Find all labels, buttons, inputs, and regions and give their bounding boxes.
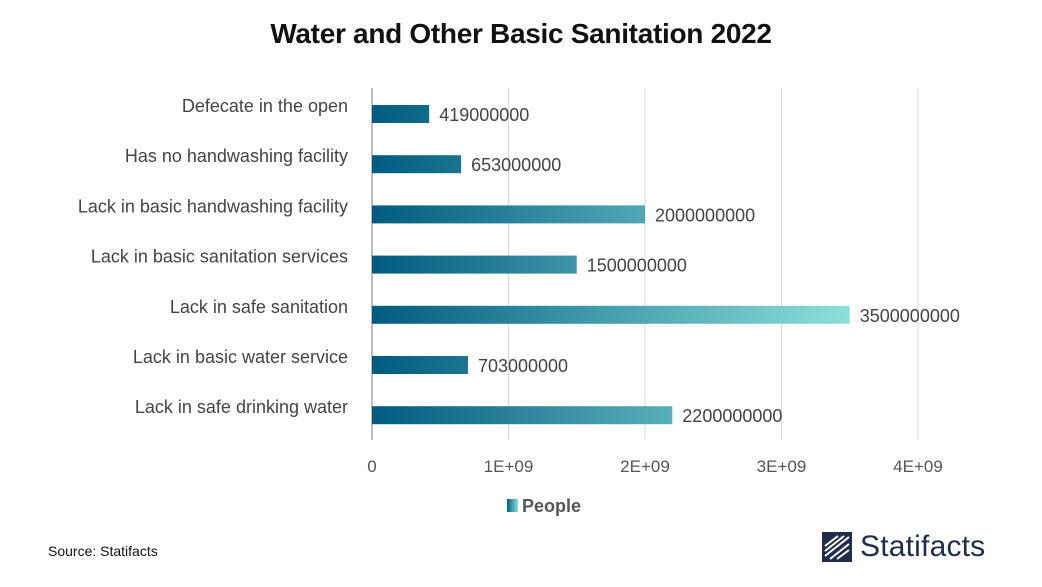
- brand-name: Statifacts: [860, 530, 986, 563]
- source-note: Source: Statifacts: [48, 543, 158, 559]
- category-label: Lack in safe drinking water: [135, 397, 348, 417]
- legend-label: People: [522, 496, 581, 516]
- x-tick-label: 1E+09: [484, 457, 534, 476]
- data-label: 419000000: [439, 105, 529, 125]
- bar: [372, 356, 468, 374]
- data-label: 653000000: [471, 155, 561, 175]
- category-label: Lack in safe sanitation: [170, 297, 348, 317]
- bar: [372, 205, 645, 224]
- chart-title: Water and Other Basic Sanitation 2022: [270, 18, 772, 49]
- data-label: 2000000000: [655, 205, 755, 225]
- x-tick-label: 4E+09: [893, 457, 943, 476]
- category-label: Lack in basic sanitation services: [91, 247, 348, 267]
- x-tick-label: 2E+09: [620, 457, 670, 476]
- brand-logo: Statifacts: [822, 527, 985, 567]
- bar: [372, 255, 577, 274]
- bar: [372, 305, 850, 324]
- x-tick-label: 3E+09: [757, 457, 807, 476]
- category-label: Has no handwashing facility: [125, 146, 348, 166]
- bar: [372, 155, 462, 174]
- data-label: 1500000000: [587, 256, 687, 276]
- legend-swatch: [507, 499, 518, 512]
- data-label: 2200000000: [682, 406, 782, 426]
- bar: [372, 406, 673, 425]
- bar: [372, 105, 430, 123]
- category-label: Defecate in the open: [182, 96, 348, 116]
- statifacts-logo-icon: [822, 532, 852, 562]
- data-label: 3500000000: [860, 306, 960, 326]
- category-label: Lack in basic handwashing facility: [78, 196, 348, 216]
- category-label: Lack in basic water service: [133, 347, 348, 367]
- data-label: 703000000: [478, 356, 568, 376]
- x-tick-label: 0: [367, 457, 376, 476]
